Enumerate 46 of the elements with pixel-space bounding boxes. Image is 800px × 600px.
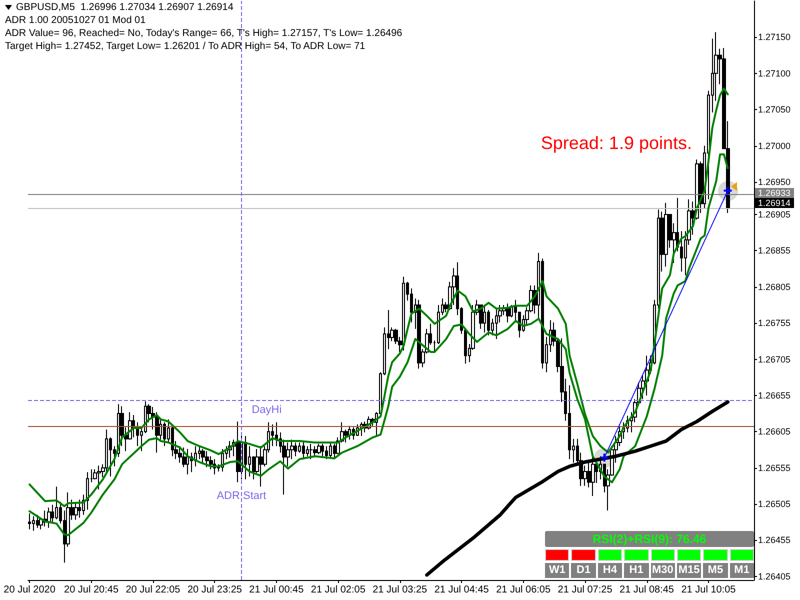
category-label: M1	[730, 563, 754, 578]
category-label: M15	[676, 563, 702, 578]
y-tick-label: 1.27100	[758, 68, 791, 78]
x-tick-label: 20 Jul 22:05	[126, 584, 181, 596]
y-tick-label: 1.26555	[758, 462, 791, 473]
x-tick-label: 21 Jul 10:05	[681, 584, 736, 596]
annotation: Target High= 1.27452, Target Low= 1.26201 / To ADR High= 54, To ADR Low= 71	[5, 40, 366, 53]
x-tick-label: 21 Jul 04:45	[434, 584, 490, 596]
x-tick-label: 21 Jul 00:45	[249, 584, 304, 596]
annotation: ADR 1.00 20051027 01 Mod 01	[5, 14, 146, 27]
y-tick-label: 1.26705	[758, 354, 791, 364]
ref-line-label: 1.26933	[755, 188, 794, 198]
category-label: D1	[571, 563, 596, 578]
ref-line-label: DayHi	[252, 404, 282, 416]
category-label: M5	[703, 563, 728, 578]
ref-line-label: ADR Start	[216, 490, 266, 503]
annotation: Spread: 1.9 points.	[540, 133, 692, 154]
text: RSI(2)+RSI(9): 76.46	[545, 531, 754, 547]
x-tick-label: 21 Jul 02:05	[310, 584, 366, 596]
x-tick-label: 20 Jul 23:25	[187, 584, 242, 596]
x-tick-label: 21 Jul 08:45	[620, 584, 674, 596]
y-tick-label: 1.27150	[758, 32, 791, 42]
annotation: ADR Value= 96, Reached= No, Today's Range= 66, T's High= 1.27157, T's Low= 1.26496	[5, 27, 402, 40]
y-tick-label: 1.26905	[758, 210, 791, 220]
y-tick-label: 1.27000	[758, 140, 791, 151]
y-tick-label: 1.26950	[758, 176, 791, 187]
ref-line-label: 1.26914	[755, 198, 794, 208]
y-tick-label: 1.26605	[758, 426, 791, 437]
x-tick-label: 20 Jul 20:45	[64, 584, 119, 596]
y-tick-label: 1.26455	[758, 535, 791, 546]
y-tick-label: 1.26655	[758, 390, 791, 400]
x-tick-label: 20 Jul 2020	[4, 584, 56, 596]
category-label: W1	[545, 563, 570, 578]
y-tick-label: 1.27050	[758, 104, 791, 115]
y-tick-label: 1.26505	[758, 499, 791, 510]
y-tick-label: 1.26855	[758, 246, 791, 256]
x-tick-label: 21 Jul 06:05	[496, 584, 551, 596]
x-tick-label: 21 Jul 03:25	[372, 584, 428, 596]
x-tick-label: 21 Jul 07:25	[558, 584, 613, 596]
y-tick-label: 1.26805	[758, 282, 791, 292]
chart-title: GBPUSD,M5 1.26996 1.27034 1.26907 1.26914	[16, 1, 234, 14]
category-label: H4	[598, 563, 622, 578]
category-label: H1	[624, 563, 648, 578]
category-label: M30	[650, 563, 675, 578]
y-tick-label: 1.26755	[758, 318, 791, 328]
y-tick-label: 1.26405	[758, 571, 791, 582]
